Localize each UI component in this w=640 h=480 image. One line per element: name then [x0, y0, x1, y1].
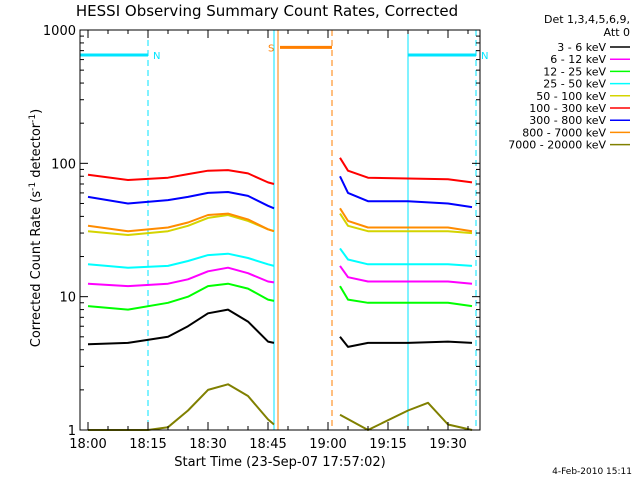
series-line [87, 207, 473, 233]
x-tick-label: 18:30 [189, 437, 226, 452]
y-tick-label: 1000 [43, 24, 76, 39]
plot-area: N NS [79, 30, 488, 431]
x-tick-label: 18:00 [69, 437, 106, 452]
x-tick-label: 19:00 [309, 437, 346, 452]
night-marker-label: N [481, 51, 488, 62]
legend-entry: 25 - 50 keV [543, 78, 606, 91]
series-line [87, 308, 473, 348]
legend-entry: 100 - 300 keV [529, 102, 606, 115]
series-line [87, 265, 473, 288]
date-stamp: 4-Feb-2010 15:11 [552, 467, 632, 477]
legend-entry: 50 - 100 keV [536, 90, 606, 103]
legend-entry: 800 - 7000 keV [522, 126, 606, 139]
x-tick-label: 19:15 [369, 437, 406, 452]
legend-entry: 300 - 800 keV [529, 114, 606, 127]
series-line [87, 247, 473, 269]
plot-frame [79, 29, 481, 431]
x-tick-label: 18:45 [249, 437, 286, 452]
legend-entry: 3 - 6 keV [557, 41, 606, 54]
legend-entry: 12 - 25 keV [543, 65, 606, 78]
legend-entry: 6 - 12 keV [550, 53, 606, 66]
x-axis: 18:00 18:15 18:30 18:45 19:00 19:15 19:30 [69, 30, 469, 452]
legend-entry: 7000 - 20000 keV [508, 139, 606, 152]
y-tick-label: 100 [51, 157, 76, 172]
y-tick-label: 1 [68, 424, 76, 439]
x-tick-label: 19:30 [429, 437, 466, 452]
x-tick-label: 18:15 [129, 437, 166, 452]
saa-marker-label: S [268, 43, 274, 54]
series-line [87, 175, 473, 210]
night-marker-label: N [153, 51, 160, 62]
series-line [87, 213, 473, 236]
series-line [87, 157, 473, 185]
x-axis-label: Start Time (23-Sep-07 17:57:02) [174, 455, 385, 470]
y-tick-label: 10 [59, 291, 76, 306]
y-axis-label: Corrected Count Rate (s-1 detector-1) [28, 109, 44, 347]
legend-header-line1: Det 1,3,4,5,6,9, [544, 13, 630, 26]
y-axis: 1 10 100 1000 [43, 24, 480, 439]
series-line [88, 383, 473, 431]
chart-title: HESSI Observing Summary Count Rates, Cor… [76, 2, 458, 20]
series-line [87, 282, 473, 311]
legend-header-line2: Att 0 [604, 26, 630, 39]
